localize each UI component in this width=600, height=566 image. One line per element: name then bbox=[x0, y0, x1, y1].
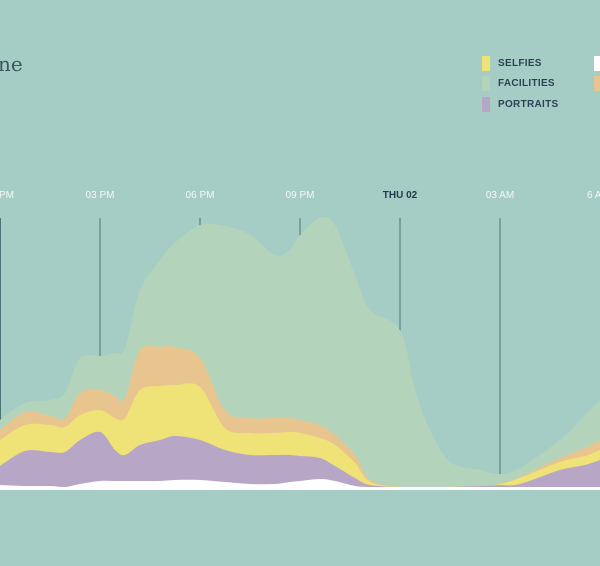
x-tick-label: 06 PM bbox=[185, 190, 215, 201]
legend-swatch bbox=[594, 56, 600, 71]
stream-layer-portraits bbox=[0, 431, 600, 488]
legend-label: PORTRAITS bbox=[498, 99, 559, 110]
legend-swatch bbox=[482, 76, 490, 91]
x-tick-label: THU 02 bbox=[382, 190, 418, 201]
legend-swatch bbox=[594, 76, 600, 91]
x-tick-label: PM bbox=[0, 190, 14, 201]
legend-swatch bbox=[482, 97, 490, 112]
stream-layer-white bbox=[0, 479, 600, 488]
legend-label: SELFIES bbox=[498, 58, 542, 69]
x-tick-label: 03 PM bbox=[85, 190, 115, 201]
x-tick-label: 6 A bbox=[587, 190, 600, 201]
legend-item-orange bbox=[594, 76, 600, 91]
legend-item-white bbox=[594, 56, 600, 71]
baseline bbox=[0, 488, 600, 490]
legend-item-selfies: SELFIES bbox=[482, 56, 542, 71]
legend-label: FACILITIES bbox=[498, 78, 555, 89]
x-tick-label: 03 AM bbox=[485, 190, 515, 201]
legend-swatch bbox=[482, 56, 490, 71]
x-tick-label: 09 PM bbox=[285, 190, 315, 201]
chart-title: ne bbox=[0, 52, 23, 76]
legend-item-facilities: FACILITIES bbox=[482, 76, 555, 91]
legend-item-portraits: PORTRAITS bbox=[482, 97, 558, 112]
